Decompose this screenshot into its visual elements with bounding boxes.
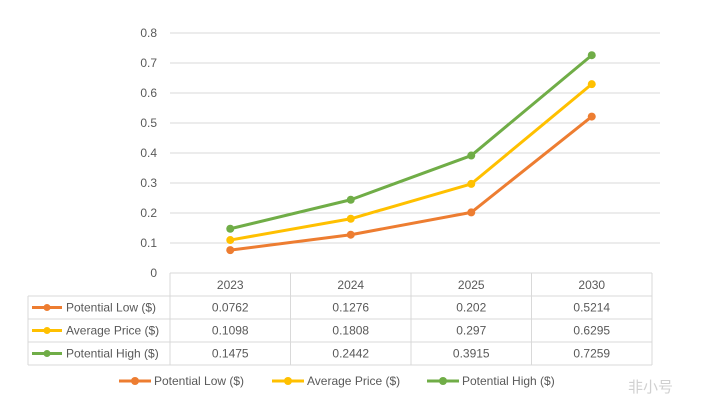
table-legend-marker: [43, 327, 51, 334]
table-legend-marker: [43, 304, 51, 311]
data-point: [467, 151, 476, 160]
table-cell: 0.0762: [212, 301, 249, 315]
data-point: [467, 208, 476, 217]
data-point: [587, 112, 596, 121]
data-point: [346, 230, 355, 239]
table-cell: 0.3915: [453, 347, 490, 361]
y-axis: 0 0.1 0.2 0.3 0.4 0.5 0.6 0.7 0.8: [140, 26, 157, 280]
table-cell: 0.7259: [573, 347, 610, 361]
series-lines: [226, 51, 596, 255]
data-point: [346, 195, 355, 204]
legend-marker: [439, 377, 447, 385]
data-point: [467, 179, 476, 188]
y-tick-label: 0.7: [140, 56, 157, 70]
data-point: [346, 214, 355, 223]
data-table: 2023 2024 2025 2030 Potential Low ($) 0.0762 0…: [27, 272, 653, 366]
legend-marker: [131, 377, 139, 385]
legend: Potential Low ($) Average Price ($) Potent…: [119, 374, 555, 388]
table-cell: 0.1276: [332, 301, 369, 315]
series-line: [229, 82, 593, 242]
x-category-label: 2024: [337, 278, 364, 292]
y-tick-label: 0: [150, 266, 157, 280]
legend-marker: [284, 377, 292, 385]
data-point: [587, 51, 596, 60]
series-line: [230, 115, 593, 252]
y-tick-label: 0.5: [140, 116, 157, 130]
legend-label: Potential Low ($): [154, 374, 244, 388]
table-series-label: Potential High ($): [66, 347, 159, 361]
x-category-label: 2030: [578, 278, 605, 292]
data-point: [226, 224, 235, 233]
table-legend-marker: [43, 350, 51, 357]
y-tick-label: 0.8: [140, 26, 157, 40]
legend-label: Potential High ($): [462, 374, 555, 388]
legend-label: Average Price ($): [307, 374, 400, 388]
y-tick-label: 0.3: [140, 176, 157, 190]
y-tick-label: 0.1: [140, 236, 157, 250]
table-series-label: Potential Low ($): [66, 301, 156, 315]
data-point: [587, 80, 596, 89]
y-tick-label: 0.4: [140, 146, 157, 160]
table-cell: 0.202: [456, 301, 486, 315]
x-category-label: 2025: [458, 278, 485, 292]
series-line: [229, 54, 593, 231]
x-category-label: 2023: [217, 278, 244, 292]
table-cell: 0.297: [456, 324, 486, 338]
table-cell: 0.1808: [332, 324, 369, 338]
y-tick-label: 0.6: [140, 86, 157, 100]
data-point: [226, 246, 235, 255]
y-tick-label: 0.2: [140, 206, 157, 220]
table-series-label: Average Price ($): [66, 324, 159, 338]
data-point: [226, 236, 235, 245]
table-cell: 0.6295: [573, 324, 610, 338]
table-cell: 0.2442: [332, 347, 369, 361]
table-cell: 0.1098: [212, 324, 249, 338]
gridlines: [170, 32, 660, 244]
watermark: 非小号: [628, 379, 673, 396]
table-cell: 0.1475: [212, 347, 249, 361]
table-cell: 0.5214: [573, 301, 610, 315]
